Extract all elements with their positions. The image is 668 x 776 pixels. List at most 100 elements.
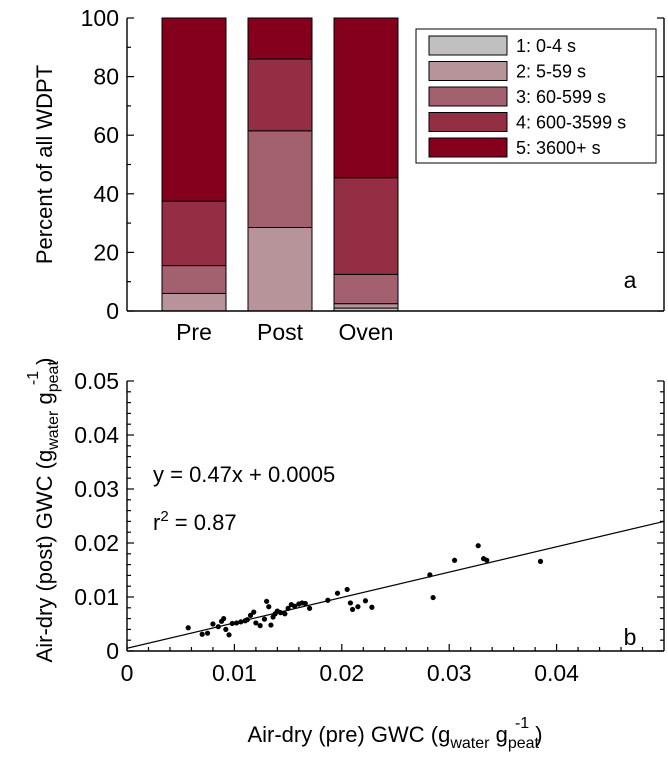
bar-segment [161, 265, 227, 294]
bar-segment [333, 17, 399, 179]
y-tick-label: 0.03 [74, 476, 119, 502]
data-point [268, 622, 274, 628]
data-point [451, 557, 458, 563]
data-point [264, 598, 270, 604]
data-point [244, 617, 250, 623]
regression-equation: y = 0.47x + 0.0005 [153, 462, 335, 487]
x-title-end: ) [535, 722, 542, 747]
data-point [223, 626, 229, 633]
data-point [334, 590, 341, 596]
r2-sup: 2 [160, 508, 168, 525]
y-tick-label: 0.05 [74, 368, 119, 394]
y-title-sub: water [45, 410, 62, 451]
data-point [238, 619, 244, 625]
r2-base: r [153, 510, 160, 535]
x-tick-label: Post [257, 319, 304, 345]
y-title-sup: -1 [25, 371, 42, 385]
y-title-sub: peat [45, 361, 62, 393]
data-point [277, 610, 284, 616]
y-tick-label: 40 [93, 181, 119, 207]
x-title-sup: -1 [515, 715, 529, 732]
data-point [306, 605, 313, 611]
data-point [257, 623, 263, 629]
data-point [226, 632, 232, 638]
data-point [266, 604, 272, 610]
data-point [251, 609, 257, 615]
x-tick-label: 0.01 [212, 660, 257, 686]
legend-label: 1: 0-4 s [516, 36, 576, 56]
bar-segment [161, 17, 227, 202]
panel-label: b [624, 624, 637, 650]
data-point [302, 600, 308, 607]
data-point [221, 616, 227, 622]
data-point [427, 572, 433, 578]
data-point [215, 624, 221, 630]
data-point [347, 600, 353, 606]
data-point [247, 612, 254, 618]
y-title-mid: g [32, 392, 57, 410]
y-axis-title: Percent of all WDPT [32, 65, 57, 264]
bar-segment [161, 200, 227, 267]
x-tick-label: Oven [339, 319, 394, 345]
bar-segment [333, 303, 399, 309]
y-tick-label: 0.02 [74, 530, 119, 556]
y-tick-label: 0.01 [74, 584, 119, 610]
data-point [285, 605, 291, 611]
legend-swatch [428, 137, 508, 158]
legend-swatch [428, 86, 508, 107]
bar-segment [333, 177, 399, 275]
data-point [430, 594, 436, 601]
data-point [349, 606, 356, 613]
regression-line [126, 520, 665, 649]
y-tick-label: 0.04 [74, 422, 119, 448]
x-axis-title: Air-dry (pre) GWC (gwater gpeat -1) [247, 715, 542, 752]
bar-segment [247, 58, 313, 132]
panel-a-stacked-bar-chart: Pre Post Oven 0 20 40 60 80 100 Percent of all WD… [32, 5, 665, 345]
x-tick-label: 0.03 [427, 660, 472, 686]
data-point [325, 597, 331, 603]
bar-segment [247, 17, 313, 60]
y-title-end: ) [32, 358, 57, 365]
legend-swatch [428, 61, 508, 81]
legend-label: 2: 5-59 s [516, 62, 586, 82]
data-point [261, 616, 268, 622]
data-point [475, 543, 481, 549]
data-point [229, 620, 235, 627]
bar-segment [161, 292, 227, 312]
legend-label: 4: 600-3599 s [516, 113, 626, 133]
y-axis-title: Air-dry (post) GWC (gwater gpeat-1) [25, 358, 62, 663]
data-point [344, 586, 350, 593]
x-title-sub: water [449, 735, 490, 752]
legend-swatch [428, 112, 508, 132]
bar-segment [333, 273, 399, 305]
x-tick-label: 0.02 [319, 660, 364, 686]
panel-label: a [624, 267, 637, 293]
data-point [253, 620, 259, 626]
data-point [484, 557, 490, 563]
data-point [185, 625, 191, 631]
y-tick-label: 80 [93, 64, 119, 90]
x-title-main: Air-dry (pre) GWC (g [247, 722, 450, 747]
r2-value: = 0.87 [169, 510, 237, 535]
data-point [233, 620, 240, 626]
panel-b-scatter-plot: 0 0.01 0.02 0.03 0.04 0.05 0 0.01 0.02 0.03 0.04 y … [25, 358, 665, 752]
x-tick-label: 0.04 [534, 660, 579, 686]
x-title-sub: peat [508, 735, 540, 752]
data-point [199, 631, 205, 637]
x-tick-label: Pre [176, 319, 212, 345]
data-point [355, 604, 361, 610]
data-point [369, 604, 375, 610]
y-tick-label: 0 [106, 638, 119, 664]
bar-segment [247, 226, 313, 312]
x-title-mid: g [489, 722, 507, 747]
y-tick-label: 20 [93, 239, 119, 265]
legend-label: 5: 3600+ s [516, 138, 601, 158]
y-tick-label: 0 [106, 298, 119, 324]
legend-swatch [428, 35, 508, 56]
y-title-main: Air-dry (post) GWC (g [32, 450, 57, 663]
data-point [291, 603, 298, 609]
data-point [204, 630, 211, 636]
r-squared-label: r2 = 0.87 [153, 508, 237, 535]
y-tick-label: 100 [81, 5, 119, 31]
